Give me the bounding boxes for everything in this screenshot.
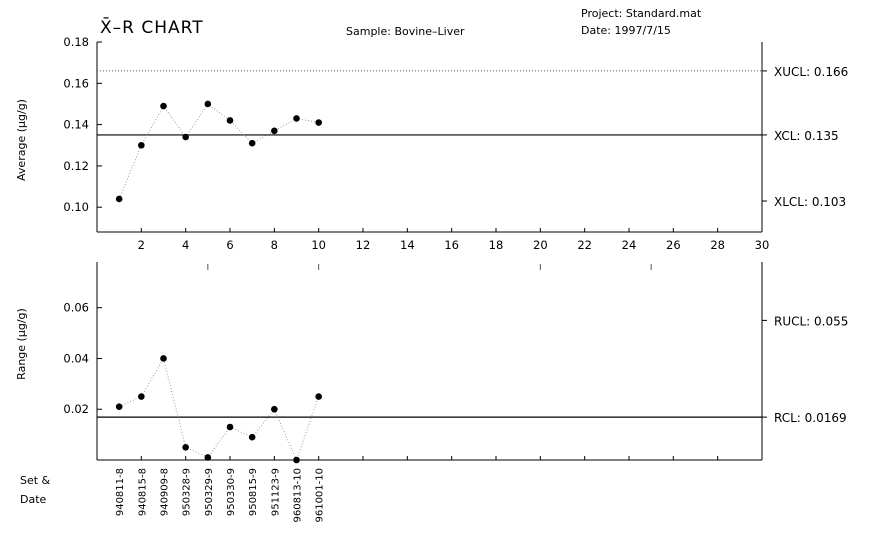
y-tick-label: 0.10 [63,200,89,214]
set-date-label-line2: Date [20,493,47,506]
range-axis-label: Range (µg/g) [15,308,28,380]
data-point-range [115,403,123,410]
x-tick-label: 24 [622,238,637,252]
set-date-label-line1: Set & [20,474,51,487]
data-point-average [271,127,278,135]
x-tick-label: 6 [226,238,233,252]
data-point-average [226,117,234,124]
set-date-label: 961001-10 [315,468,326,523]
x-tick-label: 12 [356,238,371,252]
data-point-average [160,102,167,110]
set-date-label: 940811-8 [115,468,126,516]
set-date-label: 960813-10 [293,468,304,523]
project-label: Project: Standard.mat [581,7,702,20]
x-tick-label: 4 [182,238,189,252]
data-point-average [182,133,189,141]
x-tick-label: 28 [710,238,725,252]
x-tick-label: 26 [666,238,681,252]
data-point-range [226,423,234,431]
data-point-range [315,393,322,400]
y-tick-label: 0.14 [63,118,89,132]
data-point-average [115,195,123,203]
y-tick-label: 0.04 [63,351,89,365]
set-date-label: 940815-8 [137,468,148,516]
data-point-range [182,444,189,451]
x-tick-label: 10 [311,238,326,252]
x-tick-label: 22 [577,238,592,252]
x-tick-label: 30 [755,238,770,252]
data-point-range [248,433,256,441]
data-point-range [160,355,167,362]
x-tick-label: 2 [138,238,145,252]
sample-label: Sample: Bovine–Liver [346,25,465,38]
data-point-average [315,119,322,126]
data-point-average [204,100,212,108]
limit-label: XUCL: 0.166 [774,65,848,79]
limit-label: XLCL: 0.103 [774,195,846,209]
set-date-label: 950330-9 [226,468,237,516]
set-date-label: 950329-9 [204,468,215,516]
x-tick-label: 8 [271,238,278,252]
set-date-label: 950815-9 [248,468,259,516]
limit-label: RUCL: 0.055 [774,314,848,328]
limit-label: RCL: 0.0169 [774,411,847,425]
y-tick-label: 0.16 [63,76,89,90]
limit-label: XCL: 0.135 [774,129,839,143]
y-tick-label: 0.06 [63,301,89,315]
series-line-range [119,357,320,462]
chart-title: X̄–R CHART [100,16,204,38]
x-tick-label: 20 [533,238,548,252]
x-tick-label: 14 [400,238,415,252]
plot-layer: 0.180.160.140.120.102 4 6 8 10 12 14 16 18 20 22 24… [63,35,848,523]
set-date-label: 950328-9 [182,468,193,516]
set-date-label: 940909-8 [160,468,171,516]
average-axis-label: Average (µg/g) [15,99,28,181]
y-tick-label: 0.12 [63,159,89,173]
series-line-average [118,103,319,200]
x-tick-label: 16 [444,238,459,252]
data-point-range [293,456,300,464]
data-point-average [248,139,256,147]
y-tick-label: 0.18 [63,35,89,49]
y-tick-label: 0.02 [63,402,89,416]
data-point-range [271,405,278,413]
date-label: Date: 1997/7/15 [581,24,671,37]
set-date-label: 951123-9 [270,468,281,516]
data-point-range [138,393,145,400]
data-point-average [293,115,300,122]
data-point-range [204,454,212,461]
x-tick-label: 18 [489,238,504,252]
data-point-average [138,141,145,149]
